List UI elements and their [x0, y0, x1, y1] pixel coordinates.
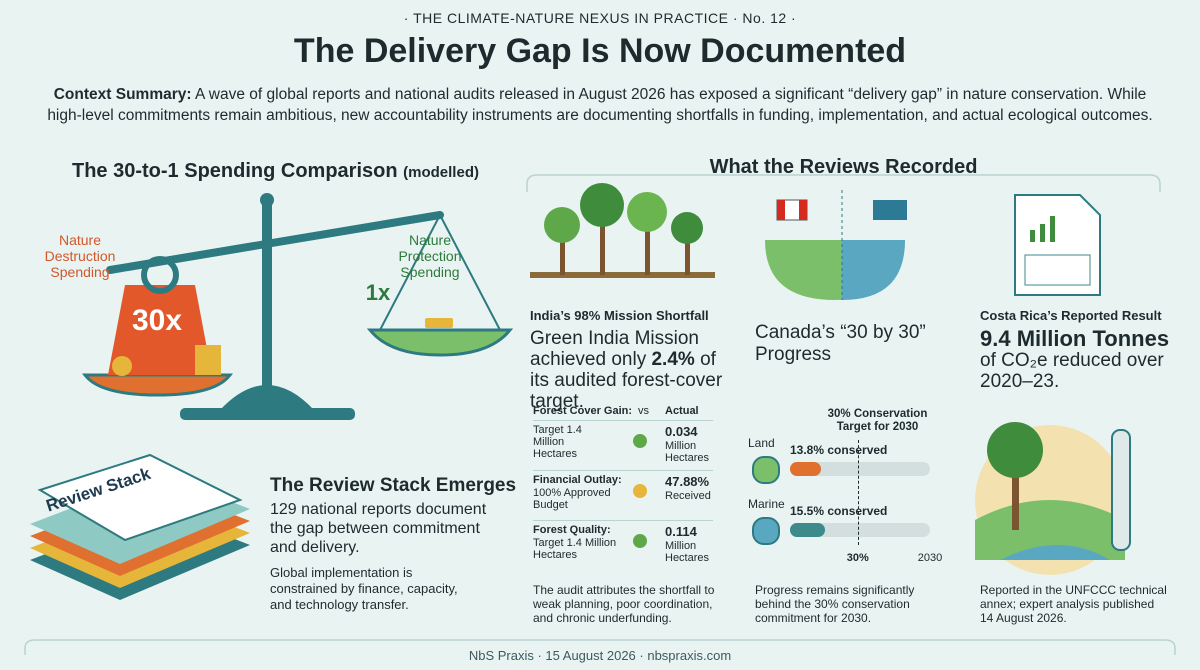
row-icon [633, 484, 647, 498]
reviews-title: What the Reviews Recorded [709, 156, 978, 178]
col-actual: Actual [665, 405, 699, 417]
table-header: Forest Cover Gain: vs Actual [533, 405, 713, 417]
bar-name: Land [748, 436, 775, 450]
context-text: A wave of global reports and national au… [47, 86, 1153, 124]
title: The Delivery Gap Is Now Documented [293, 32, 907, 70]
canada-footnote: Progress remains significantly behind th… [755, 583, 915, 625]
globe-icon [752, 517, 780, 545]
bar-label: 13.8% conserved [790, 443, 888, 457]
protection-label: Nature Protection Spending [398, 232, 462, 280]
bar-name: Marine [748, 497, 785, 511]
row-actual-unit: Million Hectares [665, 540, 710, 564]
light-weight-label: 1x [366, 280, 391, 305]
spending-heading: The 30-to-1 Spending Comparison [72, 160, 398, 182]
row-actual-unit: Received [665, 490, 711, 502]
globe-icon [752, 456, 780, 484]
bar-track [790, 462, 930, 476]
context: Context Summary: A wave of global report… [45, 84, 1155, 126]
bar-label: 15.5% conserved [790, 504, 888, 518]
india-footnote: The audit attributes the shortfall to we… [533, 583, 715, 625]
row-target: 100% Approved Budget [533, 487, 611, 511]
row-target: Target 1.4 Million Hectares [533, 424, 582, 460]
target-tick-label: 30% [846, 552, 869, 564]
row-target: Target 1.4 Million Hectares [533, 537, 617, 561]
landscape-illustration [975, 422, 1131, 575]
india-kicker: India’s 98% Mission Shortfall [530, 308, 709, 323]
issue: No. 12 [742, 10, 787, 26]
spending-title: The 30-to-1 Spending Comparison (modelle… [72, 160, 479, 183]
stack-title: The Review Stack Emerges [270, 475, 517, 496]
series-name: THE CLIMATE-NATURE NEXUS IN PRACTICE [413, 10, 729, 26]
row-icon [633, 434, 647, 448]
qualifier: (modelled) [403, 164, 479, 181]
row-label: Forest Quality: [533, 524, 611, 536]
progress-bar [790, 523, 825, 537]
row-divider [533, 420, 713, 421]
row-divider [533, 470, 713, 471]
review-stack-illustration [30, 453, 250, 600]
col-vs: vs [638, 405, 649, 417]
headline-start: Green India Mission achieved only [530, 328, 699, 370]
progress-bar [790, 462, 822, 476]
cr-footnote: Reported in the UNFCCC technical annex; … [980, 583, 1167, 625]
site: nbspraxis.com [647, 648, 732, 663]
col-target: Forest Cover Gain: [533, 405, 633, 417]
report-illustration [1014, 194, 1101, 296]
canada-title: Canada’s “30 by 30” Progress [755, 322, 926, 365]
row-actual: 0.114 [665, 524, 697, 539]
bar-track [790, 523, 930, 537]
kicker: · THE CLIMATE-NATURE NEXUS IN PRACTICE ·… [403, 10, 797, 26]
cr-body: of CO₂e reduced over 2020–23. [980, 350, 1164, 392]
headline-end: of its audited forest-cover target. [530, 349, 723, 412]
forest-illustration [530, 183, 715, 278]
row-actual: 0.034 [665, 424, 698, 439]
row-actual-unit: Million Hectares [665, 440, 710, 464]
row-icon [633, 534, 647, 548]
target-line [857, 440, 859, 545]
balance-scale [81, 193, 514, 420]
row-divider [533, 520, 713, 521]
heavy-weight-label: 30x [132, 304, 182, 337]
row-actual: 47.88% [665, 474, 710, 489]
stack-note: Global implementation is constrained by … [270, 565, 458, 612]
footer: NbS Praxis · 15 August 2026 · nbspraxis.… [468, 648, 732, 663]
row-label: Financial Outlay: [533, 474, 622, 486]
stack-body: 129 national reports document the gap be… [270, 501, 487, 556]
date: 15 August 2026 [545, 648, 636, 663]
target-label: 30% Conservation Target for 2030 [827, 408, 928, 433]
india-headline: Green India Mission achieved only 2.4% o… [530, 328, 730, 412]
context-label: Context Summary: [53, 86, 192, 103]
brand: NbS Praxis [468, 648, 534, 663]
canada-illustration [765, 190, 907, 300]
headline-figure: 2.4% [651, 349, 695, 370]
cr-headline: 9.4 Million Tonnes [980, 326, 1170, 351]
end-label: 2030 [917, 552, 943, 564]
cr-kicker: Costa Rica’s Reported Result [980, 308, 1162, 323]
destruction-label: Nature Destruction Spending [44, 232, 116, 280]
